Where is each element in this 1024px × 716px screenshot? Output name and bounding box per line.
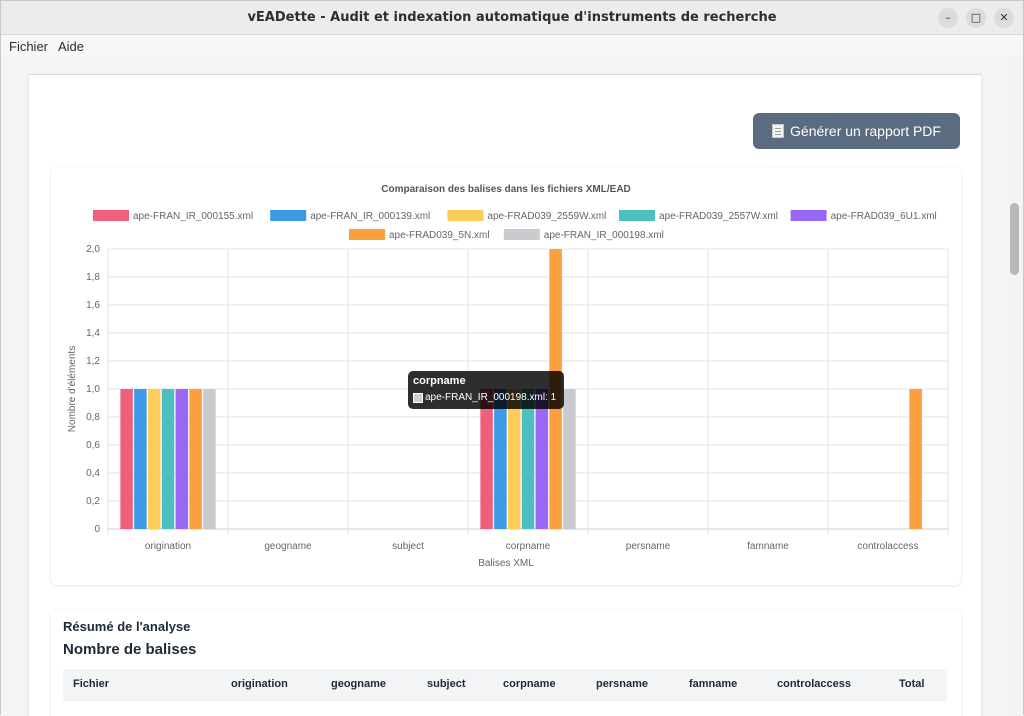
x-axis-title: Balises XML — [478, 558, 534, 569]
legend-label-2: ape-FRAD039_2559W.xml — [487, 211, 606, 222]
y-tick-label-8: 1,6 — [86, 300, 100, 311]
legend-swatch-0 — [93, 210, 129, 221]
content-viewport: Générer un rapport PDF Comparaison des b… — [1, 57, 1007, 716]
title-bar: vEADette - Audit et indexation automatiq… — [1, 1, 1023, 35]
bar-origination-3 — [161, 389, 175, 529]
summary-subtitle: Nombre de balises — [63, 641, 197, 658]
summary-title: Résumé de l'analyse — [63, 619, 191, 634]
y-tick-label-10: 2,0 — [86, 244, 100, 255]
bar-controlaccess-5 — [909, 389, 922, 529]
y-tick-label-1: 0,2 — [86, 496, 100, 507]
bar-corpname-6 — [563, 389, 576, 529]
y-tick-label-3: 0,6 — [86, 440, 100, 451]
menu-aide[interactable]: Aide — [58, 39, 85, 54]
legend-label-6: ape-FRAN_IR_000198.xml — [544, 230, 664, 241]
bar-corpname-1 — [494, 389, 507, 529]
legend-swatch-4 — [790, 210, 827, 221]
maximize-button[interactable]: □ — [966, 8, 986, 28]
document-icon — [772, 124, 785, 138]
col-total[interactable]: Total — [899, 678, 925, 690]
x-tick-label-4: persname — [626, 541, 671, 552]
bar-origination-2 — [147, 389, 161, 529]
col-geogname[interactable]: geogname — [331, 678, 387, 690]
scrollbar-thumb[interactable] — [1010, 203, 1019, 275]
scrollbar-track[interactable] — [1007, 57, 1023, 716]
y-tick-label-2: 0,4 — [86, 468, 100, 479]
bar-corpname-0 — [480, 389, 493, 529]
close-button[interactable]: ✕ — [994, 8, 1014, 28]
x-tick-label-3: corpname — [506, 541, 551, 552]
y-tick-label-9: 1,8 — [86, 272, 100, 283]
minimize-button[interactable]: – — [938, 8, 958, 28]
y-tick-label-6: 1,2 — [86, 356, 100, 367]
bar-corpname-3 — [521, 389, 535, 529]
legend-swatch-1 — [270, 210, 307, 221]
bar-corpname-2 — [507, 389, 521, 529]
chart-title: Comparaison des balises dans les fichier… — [381, 184, 631, 195]
bar-origination-1 — [134, 389, 147, 529]
y-tick-label-5: 1,0 — [86, 384, 100, 395]
y-tick-label-4: 0,8 — [86, 412, 100, 423]
col-persname[interactable]: persname — [596, 678, 648, 690]
bar-corpname-4 — [535, 389, 549, 529]
bar-origination-6 — [203, 389, 216, 529]
generate-pdf-button[interactable]: Générer un rapport PDF — [753, 113, 960, 149]
legend-swatch-5 — [349, 229, 385, 240]
col-controlaccess[interactable]: controlaccess — [777, 678, 851, 690]
window-title: vEADette - Audit et indexation automatiq… — [247, 10, 777, 25]
summary-table-header: Fichier origination geogname subject cor… — [63, 669, 947, 701]
menu-fichier[interactable]: Fichier — [9, 39, 49, 54]
x-tick-label-1: geogname — [264, 541, 312, 552]
legend-label-4: ape-FRAD039_6U1.xml — [831, 211, 937, 222]
x-tick-label-6: controlaccess — [857, 541, 918, 552]
generate-pdf-label: Générer un rapport PDF — [790, 123, 941, 139]
bar-origination-4 — [175, 389, 189, 529]
legend-label-3: ape-FRAD039_2557W.xml — [659, 211, 778, 222]
y-tick-label-7: 1,4 — [86, 328, 100, 339]
top-strip — [29, 57, 981, 75]
col-fichier[interactable]: Fichier — [73, 678, 110, 690]
tooltip-body: ape-FRAN_IR_000198.xml: 1 — [425, 392, 557, 403]
bar-origination-0 — [120, 389, 133, 529]
legend-swatch-2 — [447, 210, 484, 221]
col-subject[interactable]: subject — [427, 678, 466, 690]
legend-label-1: ape-FRAN_IR_000139.xml — [310, 211, 430, 222]
menu-bar: Fichier Aide — [1, 35, 1023, 57]
x-tick-label-0: origination — [145, 541, 191, 552]
bar-origination-5 — [189, 389, 202, 529]
col-famname[interactable]: famname — [689, 678, 738, 690]
col-corpname[interactable]: corpname — [503, 678, 556, 690]
tooltip-swatch — [413, 393, 423, 403]
legend-label-5: ape-FRAD039_5N.xml — [389, 230, 490, 241]
bar-chart: Comparaison des balises dans les fichier… — [67, 184, 949, 569]
y-axis-title: Nombre d'éléments — [67, 346, 78, 432]
chart-tooltip: corpname ape-FRAN_IR_000198.xml: 1 — [408, 371, 564, 409]
legend-label-0: ape-FRAN_IR_000155.xml — [133, 211, 253, 222]
legend-swatch-3 — [619, 210, 655, 221]
legend-swatch-6 — [503, 229, 540, 240]
y-tick-label-0: 0 — [94, 524, 100, 535]
tooltip-title: corpname — [413, 375, 466, 387]
summary-section: Résumé de l'analyse Nombre de balises Fi… — [51, 609, 961, 716]
col-origination[interactable]: origination — [231, 678, 288, 690]
x-tick-label-5: famname — [747, 541, 789, 552]
x-tick-label-2: subject — [392, 541, 424, 552]
